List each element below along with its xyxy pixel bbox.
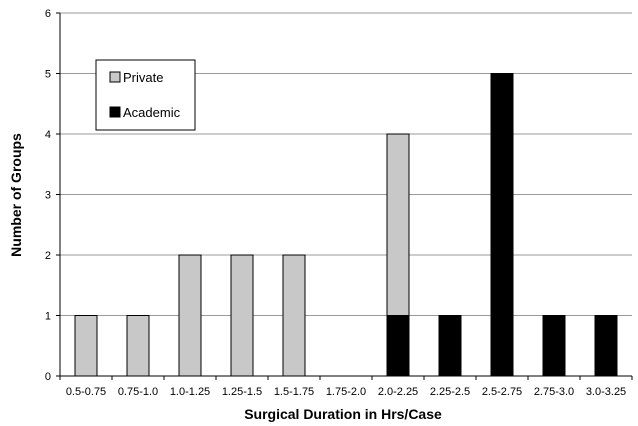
x-axis-title: Surgical Duration in Hrs/Case bbox=[244, 406, 442, 422]
x-tick-label: 2.0-2.25 bbox=[378, 386, 418, 398]
x-tick-label: 2.25-2.5 bbox=[430, 386, 470, 398]
x-tick-label: 1.75-2.0 bbox=[326, 386, 366, 398]
bar-academic bbox=[594, 315, 618, 377]
x-tick-label: 0.75-1.0 bbox=[118, 386, 158, 398]
y-tick-label: 6 bbox=[45, 8, 51, 20]
x-tick-label: 3.0-3.25 bbox=[586, 386, 626, 398]
x-tick-label: 2.5-2.75 bbox=[482, 386, 522, 398]
y-tick-label: 0 bbox=[45, 371, 51, 383]
legend-swatch-academic bbox=[109, 106, 121, 118]
x-tick-label: 0.5-0.75 bbox=[66, 386, 106, 398]
y-tick-label: 5 bbox=[45, 69, 51, 81]
x-tick-label: 1.0-1.25 bbox=[170, 386, 210, 398]
bar-academic bbox=[490, 73, 514, 377]
y-tick-label: 2 bbox=[45, 250, 51, 262]
bar-private bbox=[178, 254, 202, 377]
legend-label-private: Private bbox=[123, 70, 163, 85]
y-tick-label: 3 bbox=[45, 190, 51, 202]
axes bbox=[56, 12, 633, 380]
bar-academic bbox=[542, 315, 566, 377]
y-axis-title: Number of Groups bbox=[8, 133, 24, 257]
legend-swatch-private bbox=[109, 71, 121, 83]
x-tick-label: 2.75-3.0 bbox=[534, 386, 574, 398]
bar-private bbox=[386, 133, 410, 316]
bar-private bbox=[126, 315, 150, 377]
bar-academic bbox=[438, 315, 462, 377]
x-tick-label: 1.25-1.5 bbox=[222, 386, 262, 398]
bar-academic bbox=[386, 315, 410, 377]
bar-private bbox=[230, 254, 254, 377]
bar-private bbox=[282, 254, 306, 377]
x-tick-label: 1.5-1.75 bbox=[274, 386, 314, 398]
gridlines bbox=[60, 12, 632, 316]
bars bbox=[74, 73, 618, 377]
y-tick-label: 1 bbox=[45, 311, 51, 323]
tick-labels: 0 1 2 3 4 5 6 0.5-0.75 0.75-1.0 1.0-1.25 1.25-1.5 1… bbox=[45, 8, 626, 398]
bar-private bbox=[74, 315, 98, 377]
y-tick-label: 4 bbox=[45, 129, 51, 141]
legend-label-academic: Academic bbox=[123, 105, 181, 120]
legend: Private Academic bbox=[95, 59, 196, 131]
